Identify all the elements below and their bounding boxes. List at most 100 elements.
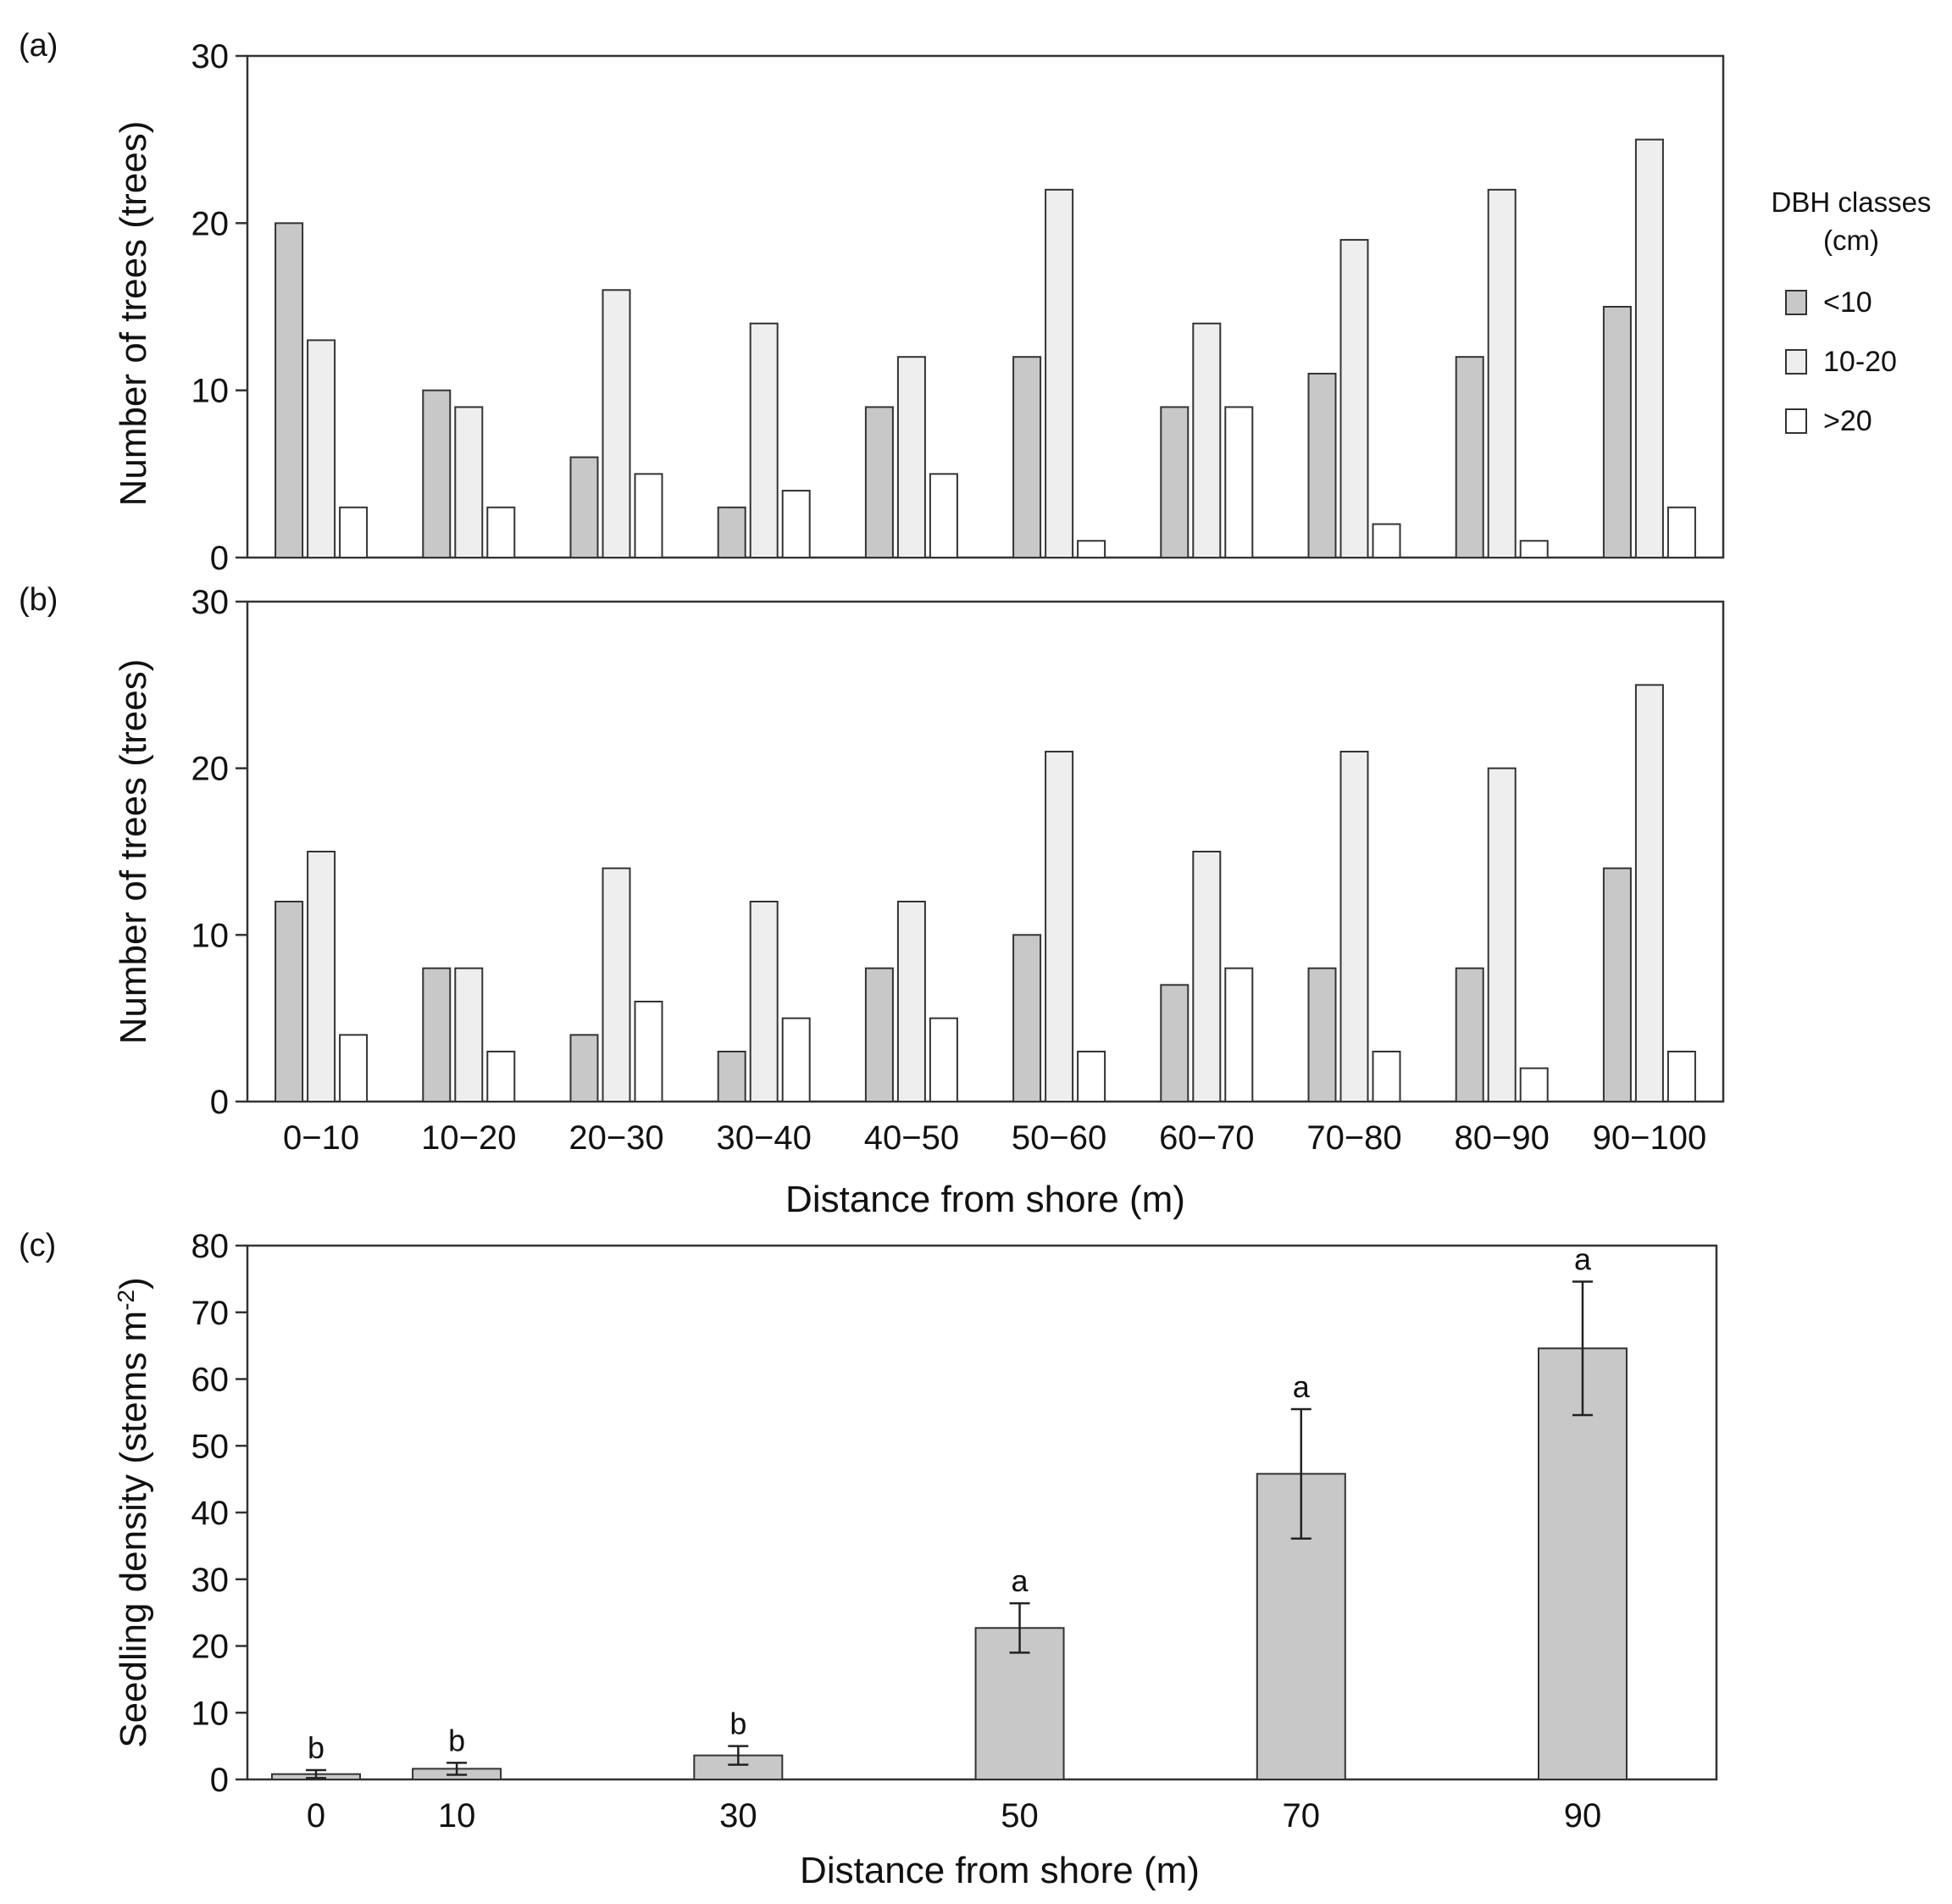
bar [781, 490, 811, 558]
y-axis-label-end: ) [113, 1277, 154, 1290]
x-tick-label: 10−20 [421, 1119, 516, 1157]
bar [1602, 306, 1632, 558]
bar [1045, 188, 1074, 558]
bar [486, 506, 516, 558]
bar [1192, 851, 1222, 1102]
y-tick-label: 20 [191, 1629, 230, 1666]
x-tick-label: 70−80 [1306, 1119, 1401, 1157]
bar [896, 356, 926, 559]
bar [749, 322, 779, 558]
x-axis-label: Distance from shore (m) [785, 1179, 1185, 1220]
bar [422, 389, 452, 558]
y-tick-label: 10 [191, 917, 230, 954]
bar [1045, 751, 1074, 1102]
bar [929, 473, 958, 558]
y-tick-label: 30 [191, 584, 230, 621]
bar [569, 456, 599, 558]
panel-c: (c) 0 10 20 30 40 50 60 70 80 Seedling density (s… [19, 1228, 1718, 1891]
bar [454, 967, 484, 1102]
plot-frame [246, 600, 1725, 1103]
x-tick-label: 30 [719, 1797, 757, 1835]
plot-frame [246, 54, 1725, 559]
legend-title-line-1: DBH classes [1772, 186, 1932, 218]
bar [1538, 1347, 1628, 1781]
y-axis-label: Seedling density (stems m-2) [113, 1277, 154, 1748]
bar [339, 1034, 369, 1103]
bar [929, 1017, 958, 1102]
bar [781, 1017, 811, 1102]
bar [1307, 372, 1337, 558]
bar [569, 1034, 599, 1103]
bar [486, 1051, 516, 1102]
y-axis-label-superscript: -2 [113, 1290, 139, 1311]
x-tick-label: 30−40 [717, 1119, 812, 1157]
x-tick-label: 70 [1283, 1797, 1321, 1835]
bar [1634, 684, 1664, 1102]
y-tick-label: 30 [191, 38, 230, 75]
y-tick-label: 50 [191, 1428, 230, 1465]
bar [717, 506, 746, 558]
bar [1455, 967, 1484, 1102]
significance-letter: b [448, 1723, 465, 1757]
bar [307, 851, 336, 1102]
bar [1455, 356, 1484, 559]
x-tick-label: 40−50 [864, 1119, 959, 1157]
bar [1372, 523, 1401, 558]
y-tick-label: 0 [210, 1084, 229, 1121]
y-tick-label: 20 [191, 205, 230, 242]
bar [864, 967, 894, 1102]
legend-swatch-10-20 [1785, 349, 1807, 375]
significance-letter: a [1012, 1563, 1029, 1598]
x-tick-label: 90−100 [1593, 1119, 1707, 1157]
y-axis-label-main: Seedling density (stems m [113, 1311, 154, 1748]
bar [1192, 322, 1222, 558]
y-axis-label: Number of trees (trees) [113, 659, 154, 1045]
y-tick-label: 0 [210, 1762, 229, 1799]
x-tick-label: 20−30 [568, 1119, 663, 1157]
bar [602, 867, 631, 1102]
bar [1519, 1067, 1549, 1102]
bar [1666, 1051, 1696, 1102]
bar [1666, 506, 1696, 558]
x-tick-label: 50−60 [1012, 1119, 1106, 1157]
x-tick-label: 80−90 [1455, 1119, 1550, 1157]
bar [339, 506, 369, 558]
x-tick-label: 90 [1564, 1797, 1602, 1835]
bar [634, 1001, 663, 1102]
y-tick-label: 70 [191, 1295, 230, 1332]
significance-letter: b [729, 1707, 746, 1741]
legend-label-gt20: >20 [1823, 405, 1872, 437]
dbh-legend: DBH classes (cm) <10 10-20 >20 [1772, 186, 1932, 437]
bar [1160, 406, 1190, 558]
bar [634, 473, 663, 558]
panel-b-label: (b) [19, 582, 58, 618]
bar [1160, 984, 1190, 1103]
bar [1487, 188, 1517, 558]
bar [422, 967, 452, 1102]
panel-a: (a) 0 10 20 30 Number of trees (trees) [19, 28, 1725, 577]
y-tick-label: 0 [210, 540, 229, 577]
legend-swatch-gt20 [1785, 408, 1807, 434]
x-tick-label: 50 [1001, 1797, 1039, 1835]
bar [1372, 1051, 1401, 1102]
bar [1487, 767, 1517, 1103]
significance-letter: b [308, 1730, 324, 1765]
x-tick-label: 0 [307, 1797, 325, 1835]
bar [274, 901, 304, 1102]
bar [1224, 967, 1254, 1102]
legend-label-lt10: <10 [1823, 286, 1872, 319]
significance-letter: a [1293, 1369, 1311, 1404]
y-tick-label: 10 [191, 373, 230, 410]
bar [864, 406, 894, 558]
panel-a-label: (a) [19, 28, 58, 64]
bar [1339, 239, 1369, 558]
bar [1012, 356, 1042, 559]
bar [1339, 751, 1369, 1102]
bar [1519, 540, 1549, 558]
bar [1077, 540, 1106, 558]
bar [1634, 138, 1664, 559]
panel-b: (b) 0 10 20 30 Number of trees (trees) 0−10 10… [19, 582, 1725, 1220]
bar [1012, 934, 1042, 1103]
bar [1077, 1051, 1106, 1102]
